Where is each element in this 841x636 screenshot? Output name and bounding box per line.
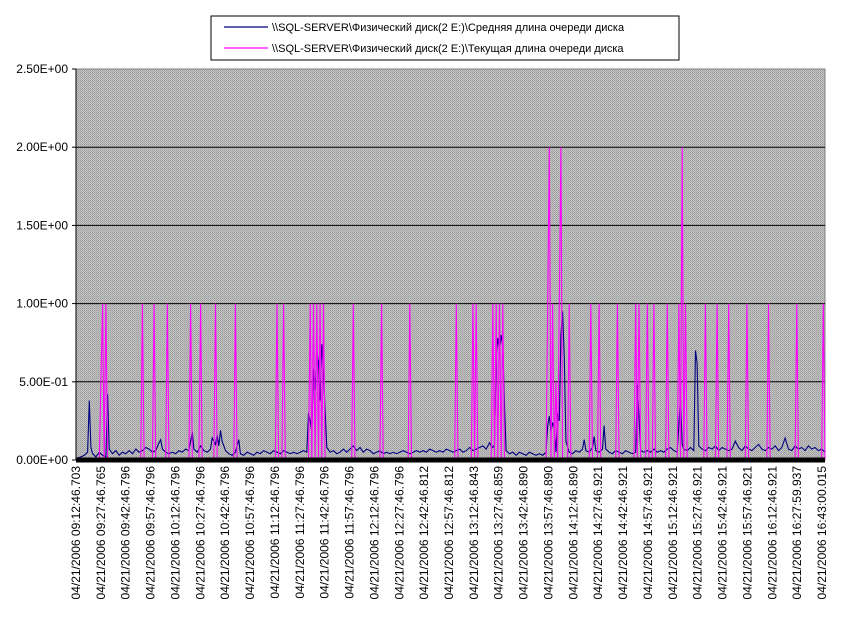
x-tick-label: 04/21/2006 10:42:46.796: [218, 466, 232, 600]
x-tick-label: 04/21/2006 12:42:46.812: [417, 466, 431, 600]
y-tick-label: 0.00E+00: [16, 453, 68, 467]
x-tick-label: 04/21/2006 11:27:46.796: [293, 466, 307, 599]
x-tick-label: 04/21/2006 10:12:46.796: [169, 466, 183, 600]
x-tick-label: 04/21/2006 09:42:46.796: [119, 466, 133, 600]
x-tick-label: 04/21/2006 09:27:46.765: [94, 466, 108, 600]
legend-label-avg-queue: \\SQL-SERVER\Физический диск(2 E:)\Средн…: [272, 22, 625, 34]
x-tick-label: 04/21/2006 14:12:46.890: [566, 466, 580, 600]
x-tick-label: 04/21/2006 16:12:46.921: [765, 466, 779, 600]
x-tick-label: 04/21/2006 14:57:46.921: [641, 466, 655, 600]
x-tick-label: 04/21/2006 10:27:46.796: [193, 466, 207, 600]
x-tick-label: 04/21/2006 09:57:46.796: [144, 466, 158, 600]
y-tick-label: 1.50E+00: [16, 218, 68, 232]
x-tick-label: 04/21/2006 09:12:46.703: [69, 466, 83, 600]
series-layer: [75, 147, 826, 461]
x-axis: [75, 69, 825, 463]
x-tick-label: 04/21/2006 11:12:46.796: [268, 466, 282, 599]
y-tick-label: 1.00E+00: [16, 297, 68, 311]
x-tick-label: 04/21/2006 16:27:59.937: [790, 466, 804, 600]
series-line-current-queue: [76, 147, 826, 461]
x-tick-label: 04/21/2006 15:27:46.921: [691, 466, 705, 600]
x-tick-label: 04/21/2006 11:57:46.796: [343, 466, 357, 599]
x-axis-ticks: 04/21/2006 09:12:46.703 04/21/2006 09:27:…: [69, 466, 829, 600]
x-tick-label: 04/21/2006 12:12:46.796: [367, 466, 381, 600]
x-tick-label: 04/21/2006 13:42:46.890: [517, 466, 531, 600]
legend: \\SQL-SERVER\Физический диск(2 E:)\Средн…: [210, 15, 680, 61]
x-tick-label: 04/21/2006 13:12:46.843: [467, 466, 481, 600]
series-line-avg-queue: [75, 311, 826, 459]
x-tick-label: 04/21/2006 12:27:46.796: [392, 466, 406, 600]
x-tick-label: 04/21/2006 14:42:46.921: [616, 466, 630, 600]
x-tick-label: 04/21/2006 13:57:46.890: [542, 466, 556, 600]
x-tick-label: 04/21/2006 16:43:00.015: [815, 466, 829, 600]
y-tick-label: 5.00E-01: [19, 375, 68, 389]
x-tick-label: 04/21/2006 10:57:46.796: [243, 466, 257, 600]
y-tick-label: 2.50E+00: [16, 62, 68, 76]
x-tick-label: 04/21/2006 15:42:46.921: [716, 466, 730, 600]
gridlines: [76, 146, 825, 383]
x-tick-label: 04/21/2006 12:57:46.812: [442, 466, 456, 600]
x-tick-label: 04/21/2006 13:27:46.859: [492, 466, 506, 600]
x-tick-label: 04/21/2006 15:12:46.921: [666, 466, 680, 600]
x-tick-label: 04/21/2006 15:57:46.921: [740, 466, 754, 600]
plot-area: [75, 68, 826, 461]
x-tick-label: 04/21/2006 14:27:46.921: [591, 466, 605, 600]
x-tick-label: 04/21/2006 11:42:46.796: [318, 466, 332, 599]
y-tick-label: 2.00E+00: [16, 140, 68, 154]
legend-label-current-queue: \\SQL-SERVER\Физический диск(2 E:)\Текущ…: [272, 43, 624, 55]
y-axis-ticks: 0.00E+00 5.00E-01 1.00E+00 1.50E+00 2.00E+00…: [16, 62, 76, 467]
legend-box: [210, 15, 680, 61]
